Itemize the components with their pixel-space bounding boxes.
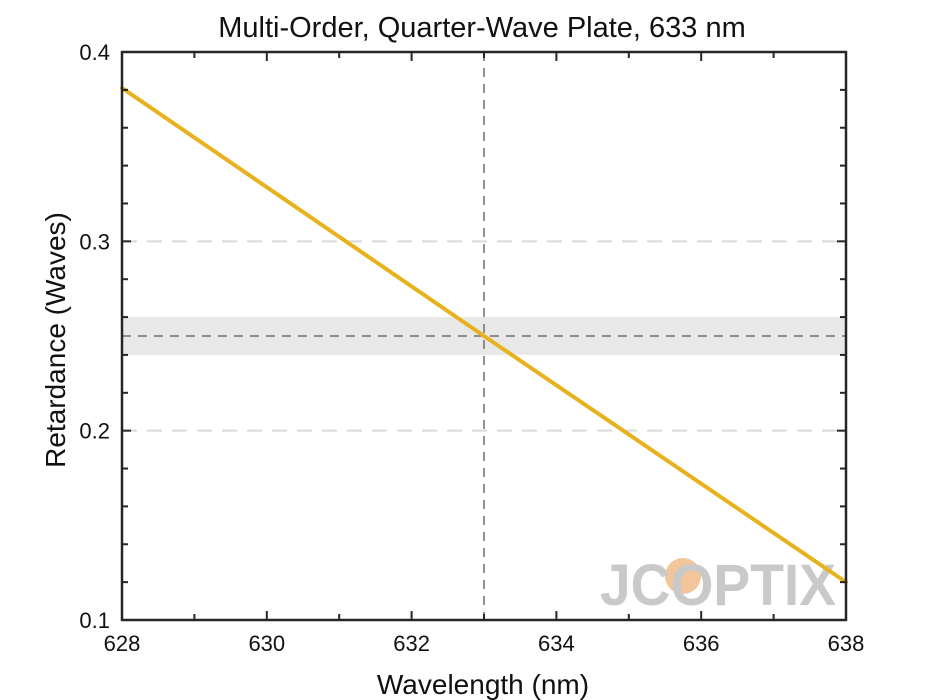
y-axis-label: Retardance (Waves) <box>40 212 71 468</box>
chart-title: Multi-Order, Quarter-Wave Plate, 633 nm <box>218 12 746 44</box>
plot-area: JCOPTIX <box>120 52 848 620</box>
y-tick-label-3: 0.4 <box>79 40 110 65</box>
axes: 628 630 632 634 636 638 0.1 0.2 0.3 0.4 <box>79 40 864 656</box>
logo-text: JCOPTIX <box>600 553 836 618</box>
y-tick-label-0: 0.1 <box>79 608 110 633</box>
y-ticks: 0.1 0.2 0.3 0.4 <box>79 40 846 633</box>
retardance-series-line <box>120 85 848 585</box>
x-tick-label-0: 628 <box>104 631 141 656</box>
x-tick-label-2: 632 <box>393 631 430 656</box>
x-tick-label-1: 630 <box>248 631 285 656</box>
jcoptix-watermark-logo: JCOPTIX <box>600 553 836 618</box>
logo-accent-dot <box>665 558 701 594</box>
x-tick-label-3: 634 <box>538 631 575 656</box>
y-tick-label-1: 0.2 <box>79 419 110 444</box>
y-tick-label-2: 0.3 <box>79 229 110 254</box>
grid-lines <box>122 240 846 432</box>
x-tick-label-4: 636 <box>683 631 720 656</box>
x-axis-label: Wavelength (nm) <box>377 669 589 700</box>
x-ticks: 628 630 632 634 636 638 <box>104 52 865 656</box>
x-tick-label-5: 638 <box>828 631 865 656</box>
